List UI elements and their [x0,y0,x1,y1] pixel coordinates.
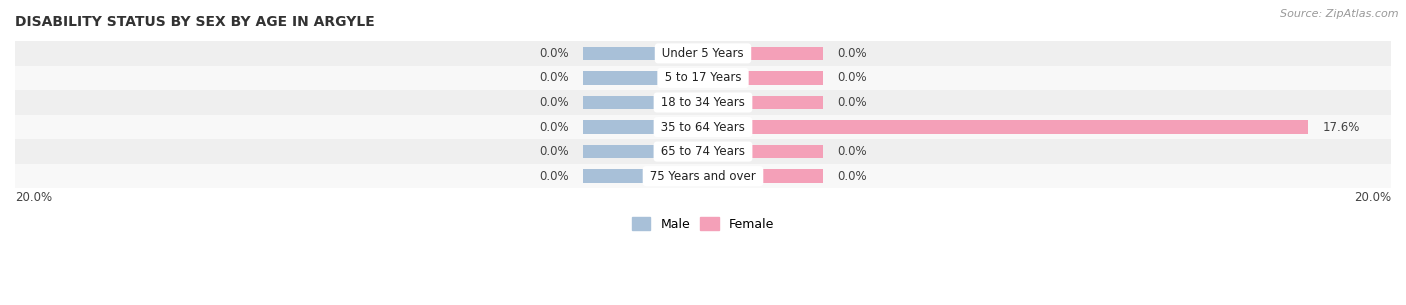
Text: DISABILITY STATUS BY SEX BY AGE IN ARGYLE: DISABILITY STATUS BY SEX BY AGE IN ARGYL… [15,15,375,29]
Bar [703,145,824,158]
Text: 0.0%: 0.0% [837,96,866,109]
Bar [703,47,824,60]
Text: 0.0%: 0.0% [837,145,866,158]
Bar [15,41,1391,66]
Bar [15,66,1391,90]
Bar [582,47,703,60]
Text: 0.0%: 0.0% [837,71,866,84]
Bar [703,169,824,183]
Bar [582,96,703,109]
Text: 65 to 74 Years: 65 to 74 Years [657,145,749,158]
Bar [15,90,1391,115]
Bar [582,120,703,134]
Text: 0.0%: 0.0% [540,96,569,109]
Text: 75 Years and over: 75 Years and over [647,170,759,183]
Bar [582,71,703,85]
Bar [703,96,824,109]
Bar [703,120,1309,134]
Text: 18 to 34 Years: 18 to 34 Years [657,96,749,109]
Bar [703,71,824,85]
Bar [582,145,703,158]
Text: 20.0%: 20.0% [15,191,52,204]
Bar [15,164,1391,188]
Text: 0.0%: 0.0% [540,71,569,84]
Text: 0.0%: 0.0% [837,170,866,183]
Bar [15,139,1391,164]
Text: 0.0%: 0.0% [540,120,569,134]
Text: 35 to 64 Years: 35 to 64 Years [657,120,749,134]
Text: 20.0%: 20.0% [1354,191,1391,204]
Bar [15,115,1391,139]
Text: 17.6%: 17.6% [1322,120,1360,134]
Text: 0.0%: 0.0% [540,170,569,183]
Text: Under 5 Years: Under 5 Years [658,47,748,60]
Text: Source: ZipAtlas.com: Source: ZipAtlas.com [1281,9,1399,19]
Text: 0.0%: 0.0% [540,47,569,60]
Text: 0.0%: 0.0% [540,145,569,158]
Text: 0.0%: 0.0% [837,47,866,60]
Bar [582,169,703,183]
Text: 5 to 17 Years: 5 to 17 Years [661,71,745,84]
Legend: Male, Female: Male, Female [627,212,779,236]
